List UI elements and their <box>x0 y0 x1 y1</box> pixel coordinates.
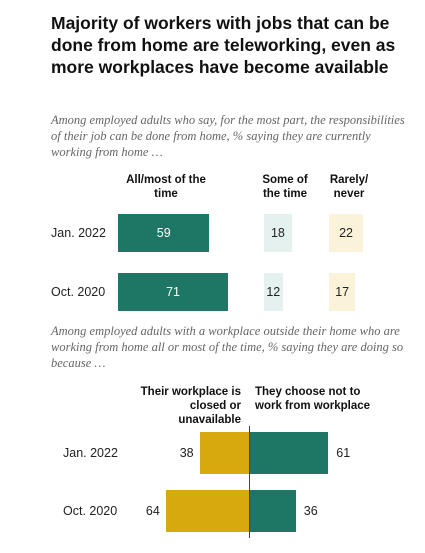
bar <box>165 490 249 532</box>
bar <box>329 273 356 311</box>
column-header-left: Their workplace is closed or unavailable <box>140 386 241 426</box>
chart1-subtitle: Among employed adults who say, for the m… <box>51 113 405 159</box>
data-label: 12 <box>266 285 281 299</box>
data-label: 36 <box>303 504 318 518</box>
row-label: Jan. 2022 <box>51 226 106 240</box>
row-label: Oct. 2020 <box>51 285 106 299</box>
chart-title: Majority of workers with jobs that can b… <box>51 13 396 77</box>
column-header: All/most of the time <box>126 174 206 200</box>
data-label: 17 <box>335 285 350 299</box>
data-label: 18 <box>270 226 285 240</box>
data-label: 38 <box>179 446 194 460</box>
bar <box>249 432 329 474</box>
data-label: 61 <box>336 446 351 460</box>
row-label: Jan. 2022 <box>63 446 118 460</box>
column-header-right: They choose not to work from workplace <box>255 386 371 412</box>
bar <box>118 214 210 252</box>
bar <box>329 214 364 252</box>
bar <box>264 273 283 311</box>
data-label: 59 <box>156 226 171 240</box>
column-header: Some of the time <box>262 174 308 200</box>
data-label: 71 <box>166 285 180 299</box>
row-label: Oct. 2020 <box>63 504 118 518</box>
bar <box>199 432 249 474</box>
bar <box>264 214 292 252</box>
column-header: Rarely/ never <box>329 174 369 200</box>
zero-axis <box>249 426 250 538</box>
bar <box>118 273 229 311</box>
chart2-subtitle: Among employed adults with a workplace o… <box>51 324 404 370</box>
data-label: 22 <box>339 226 353 240</box>
data-label: 64 <box>145 504 160 518</box>
bar <box>249 490 296 532</box>
